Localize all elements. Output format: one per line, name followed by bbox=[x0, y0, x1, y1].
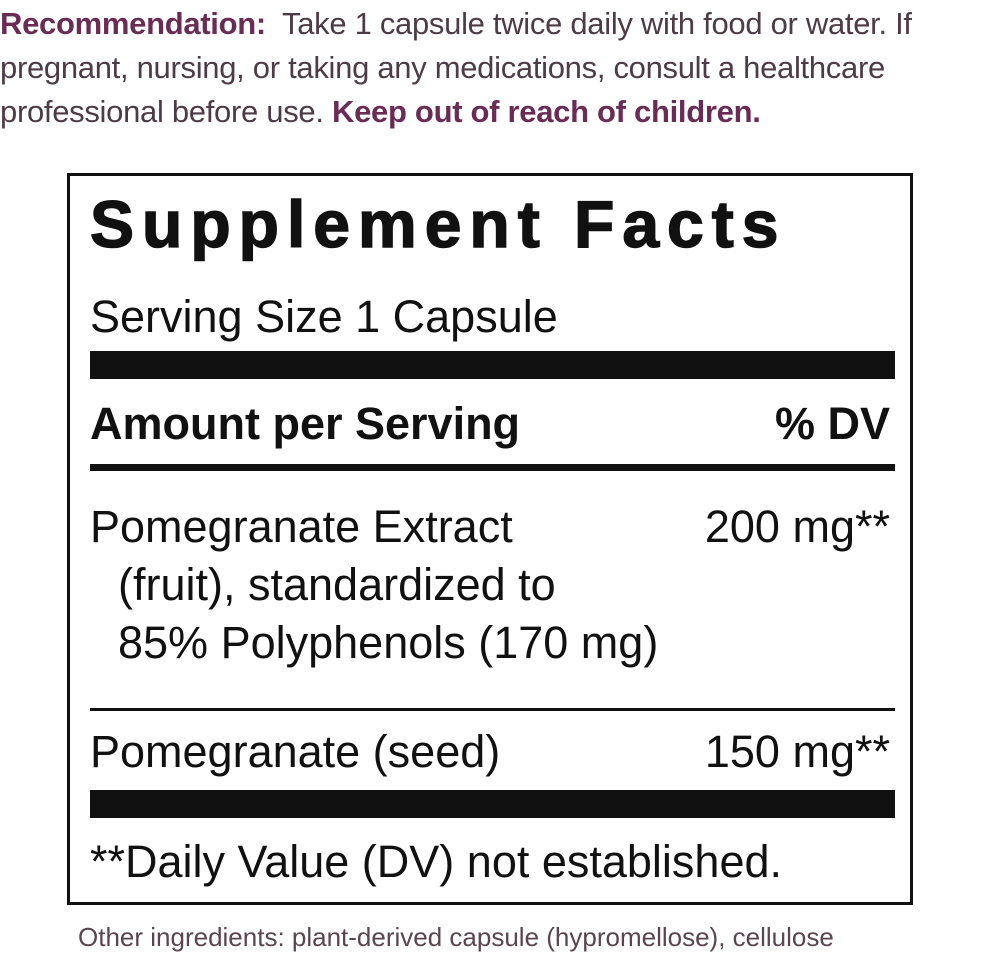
footnote: **Daily Value (DV) not established. bbox=[90, 836, 783, 887]
recommendation-label: Recommendation: bbox=[0, 6, 266, 41]
warning-text: Keep out of reach of children. bbox=[332, 94, 761, 129]
other-ingredients: Other ingredients: plant-derived capsule… bbox=[78, 922, 834, 952]
serving-size: Serving Size 1 Capsule bbox=[90, 291, 558, 342]
supplement-facts-panel: Supplement Facts Serving Size 1 Capsule … bbox=[67, 173, 913, 905]
divider bbox=[90, 464, 895, 471]
ingredient-amount: 150 mg** bbox=[704, 726, 890, 777]
recommendation-body: Take 1 capsule twice daily with food or … bbox=[0, 6, 912, 129]
recommendation-text: Recommendation: Take 1 capsule twice dai… bbox=[0, 2, 1000, 134]
ingredient-amount: 200 mg** bbox=[704, 501, 890, 552]
ingredient-name: Pomegranate Extract bbox=[90, 501, 513, 552]
thick-divider bbox=[90, 351, 895, 379]
panel-title: Supplement Facts bbox=[89, 186, 787, 262]
row-divider bbox=[90, 708, 895, 711]
ingredient-name: Pomegranate (seed) bbox=[90, 726, 501, 777]
ingredient-name-line: (fruit), standardized to bbox=[118, 559, 556, 610]
dv-header: % DV bbox=[774, 398, 890, 449]
ingredient-name-line: 85% Polyphenols (170 mg) bbox=[118, 617, 659, 668]
amount-header: Amount per Serving bbox=[90, 398, 521, 449]
thick-divider bbox=[90, 790, 895, 818]
